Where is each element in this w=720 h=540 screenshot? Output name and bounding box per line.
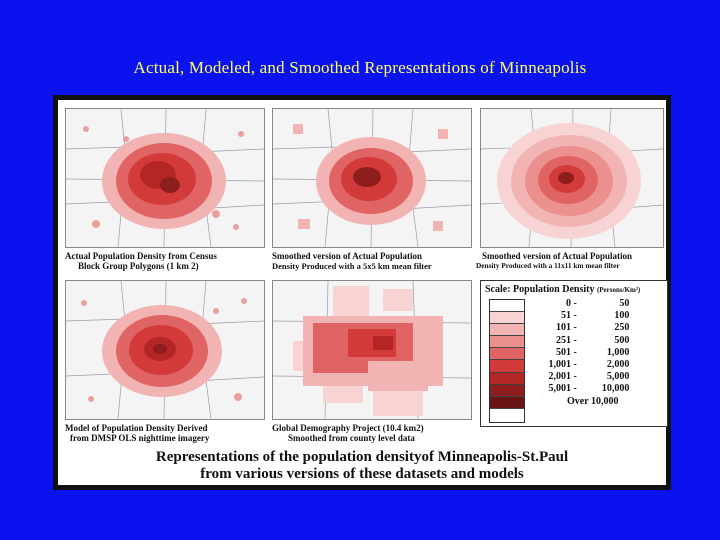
caption-smoothed-5x5-line1: Smoothed version of Actual Population — [272, 251, 423, 261]
caption-dmsp-line1: Model of Population Density Derived — [65, 423, 208, 433]
legend-to: 5,000 — [606, 371, 630, 383]
caption-actual-line2: Block Group Polygons (1 km 2) — [78, 261, 199, 271]
map-dmsp-model — [66, 281, 264, 419]
legend-swatch-5 — [490, 360, 524, 373]
legend-swatch-7 — [490, 384, 524, 397]
figure-canvas: Actual Population Density from Census Bl… — [58, 100, 668, 485]
legend-from: 101 — [556, 322, 571, 334]
legend-swatch-1 — [490, 312, 524, 325]
legend-from: 1,001 — [548, 359, 572, 371]
map-panel-gdp — [272, 280, 472, 420]
map-smoothed-5x5 — [273, 109, 471, 247]
caption-smoothed-11x11-line1: Smoothed version of Actual Population — [482, 251, 633, 261]
legend-range-4: 501 - 1,000 — [531, 347, 663, 359]
legend-to: 250 — [614, 322, 630, 334]
legend-from: 251 — [556, 334, 571, 346]
figure-caption: Representations of the population densit… — [58, 449, 666, 483]
legend-range-7: 5,001 - 10,000 — [531, 383, 663, 395]
legend-range-8: Over 10,000 — [531, 396, 663, 408]
legend-title: Scale: Population Density (Persons/Km²) — [485, 284, 640, 295]
map-panel-smoothed-11x11 — [480, 108, 664, 248]
figure-caption-line2: from various versions of these datasets … — [200, 466, 524, 482]
legend-to: 2,000 — [606, 359, 630, 371]
legend-range-2: 101 - 250 — [531, 322, 663, 334]
legend-from: 2,001 — [548, 371, 572, 383]
legend-swatch-8 — [490, 396, 524, 409]
legend-from: Over 10,000 — [567, 395, 619, 407]
legend-swatch-3 — [490, 336, 524, 349]
legend-to: 100 — [614, 310, 630, 322]
legend-swatch-0 — [490, 300, 524, 313]
legend-swatch-6 — [490, 372, 524, 385]
legend-to: 50 — [619, 298, 630, 309]
legend-swatches — [489, 299, 525, 423]
legend-range-6: 2,001 - 5,000 — [531, 371, 663, 383]
map-panel-smoothed-5x5 — [272, 108, 472, 248]
figure-caption-line1: Representations of the population densit… — [155, 449, 569, 465]
legend-swatch-2 — [490, 324, 524, 337]
legend-from: 501 — [556, 346, 571, 358]
legend-range-0: 0 - 50 — [531, 298, 663, 310]
legend-title-text: Scale: Population Density — [485, 284, 595, 295]
legend-range-1: 51 - 100 — [531, 310, 663, 322]
map-panel-actual — [65, 108, 265, 248]
legend-swatch-4 — [490, 348, 524, 361]
legend-to: 1,000 — [606, 346, 630, 358]
legend: Scale: Population Density (Persons/Km²) … — [480, 280, 668, 427]
legend-ranges: 0 - 50 51 - 100 101 - 250 251 - 500 501 … — [531, 298, 663, 408]
figure-frame: Actual Population Density from Census Bl… — [53, 95, 671, 490]
legend-unit: (Persons/Km²) — [596, 286, 641, 294]
caption-smoothed-11x11-line2: Density Produced with a 11x11 km mean fi… — [476, 261, 620, 270]
caption-smoothed-5x5-line2: Density Produced with a 5x5 km mean filt… — [272, 261, 432, 271]
caption-dmsp-line2: from DMSP OLS nighttime imagery — [70, 433, 210, 443]
map-panel-dmsp-model — [65, 280, 265, 420]
slide-title: Actual, Modeled, and Smoothed Representa… — [133, 58, 587, 77]
caption-gdp-line2: Smoothed from county level data — [288, 433, 415, 443]
legend-to: 500 — [614, 334, 630, 346]
legend-range-5: 1,001 - 2,000 — [531, 359, 663, 371]
map-gdp — [273, 281, 471, 419]
legend-range-3: 251 - 500 — [531, 335, 663, 347]
legend-from: 0 — [566, 298, 571, 309]
legend-from: 51 — [561, 310, 571, 322]
legend-from: 5,001 — [548, 383, 572, 395]
caption-actual-line1: Actual Population Density from Census — [65, 251, 217, 261]
map-actual — [66, 109, 264, 247]
map-smoothed-11x11 — [481, 109, 663, 247]
legend-to: 10,000 — [601, 383, 630, 395]
caption-gdp-line1: Global Demography Project (10.4 km2) — [272, 423, 424, 433]
